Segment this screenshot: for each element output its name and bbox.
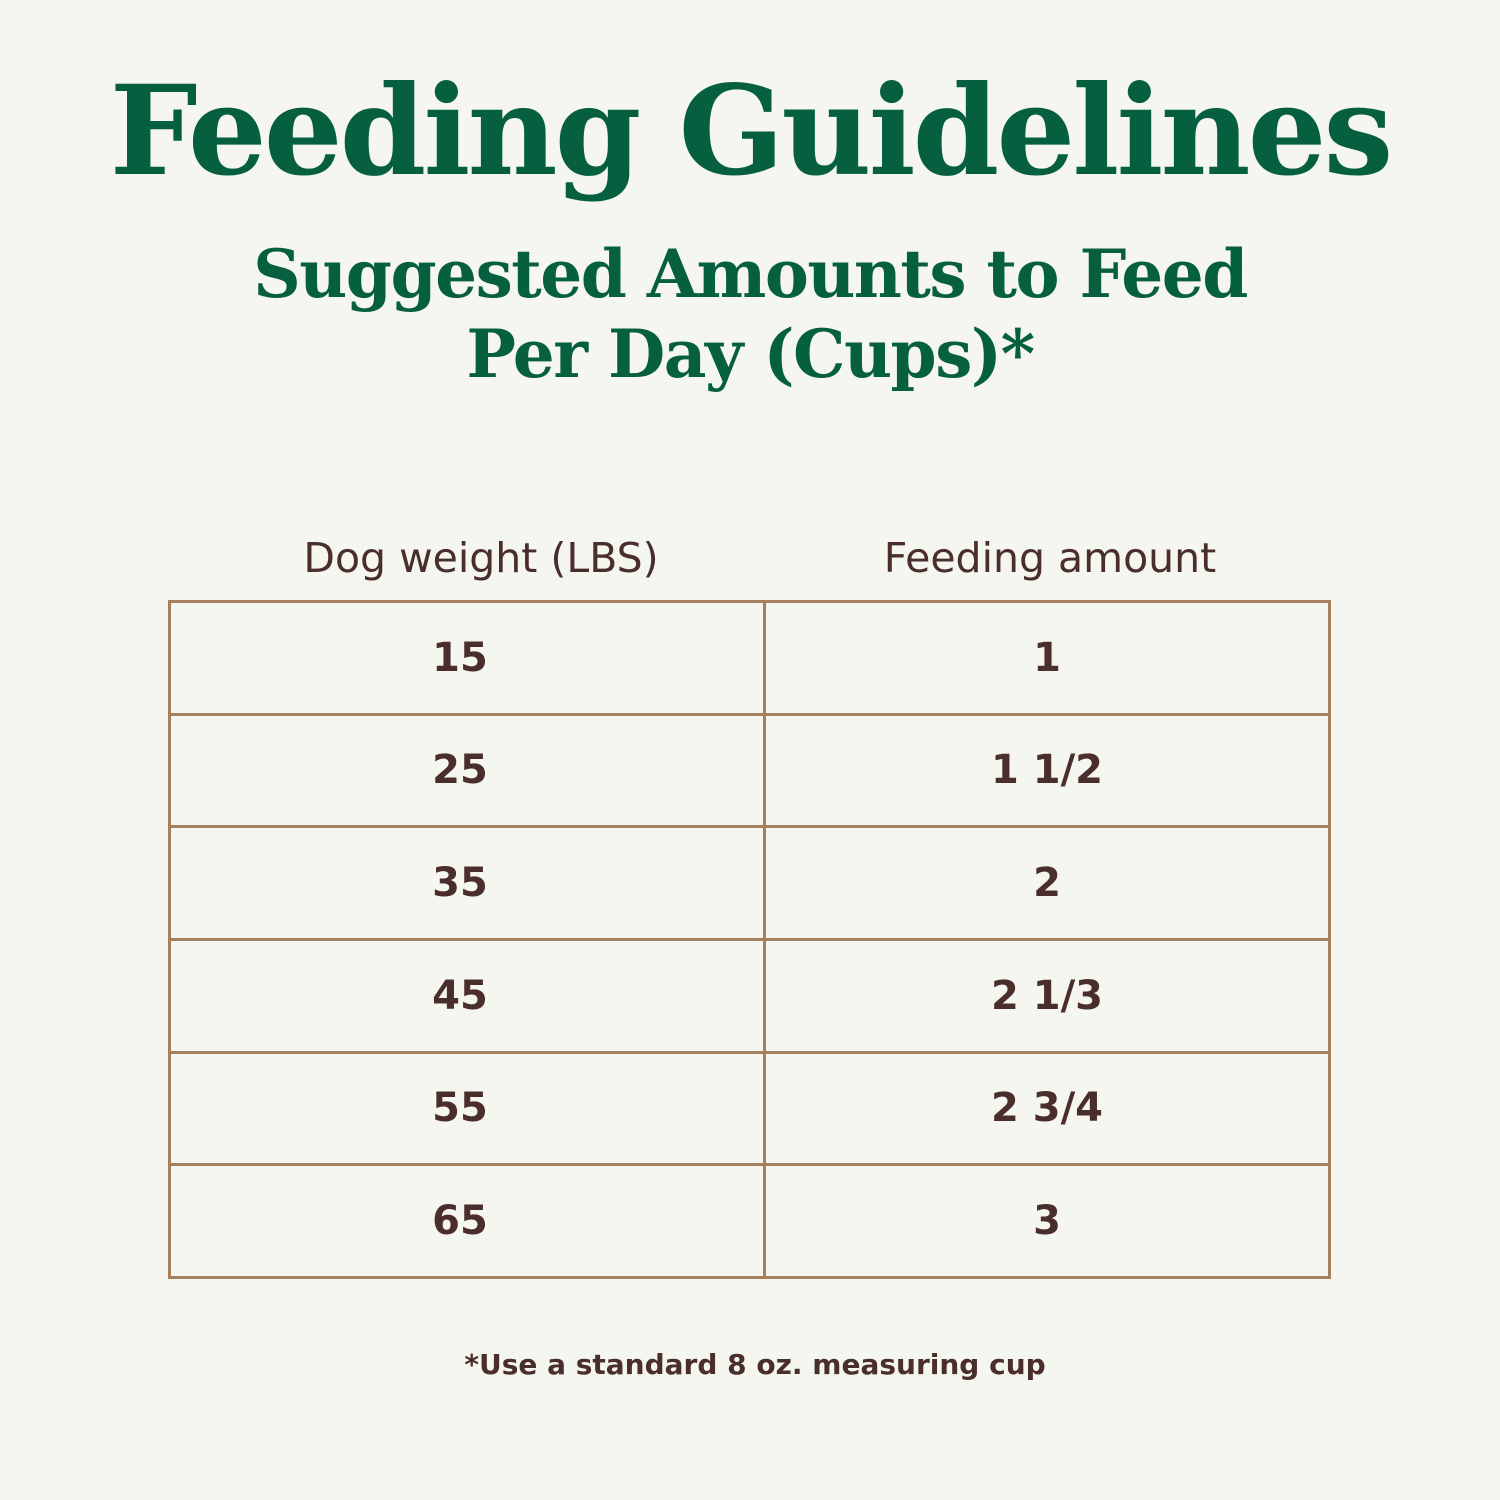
amount-cell: 2 1/3: [763, 937, 1331, 1054]
column-header-weight: Dog weight (LBS): [303, 534, 659, 582]
weight-cell: 65: [168, 1163, 766, 1279]
weight-cell: 15: [168, 600, 766, 716]
page-title: Feeding Guidelines: [109, 59, 1394, 204]
table-row: 45 2 1/3: [168, 937, 1331, 1054]
weight-cell: 45: [168, 937, 766, 1054]
weight-cell: 55: [168, 1050, 766, 1167]
amount-cell: 2 3/4: [763, 1050, 1331, 1167]
table-row: 55 2 3/4: [168, 1050, 1331, 1167]
subtitle: Suggested Amounts to Feed Per Day (Cups)…: [0, 234, 1500, 394]
weight-cell: 25: [168, 712, 766, 829]
subtitle-line-1: Suggested Amounts to Feed: [253, 235, 1248, 313]
table-row: 25 1 1/2: [168, 712, 1331, 829]
feeding-table: 15 1 25 1 1/2 35 2 45 2 1/3 55 2 3/4 65 3: [168, 600, 1331, 1279]
weight-cell: 35: [168, 825, 766, 941]
footnote: *Use a standard 8 oz. measuring cup: [464, 1348, 1046, 1381]
table-row: 15 1: [168, 600, 1331, 716]
subtitle-line-2: Per Day (Cups)*: [466, 315, 1035, 393]
amount-cell: 3: [763, 1163, 1331, 1279]
amount-cell: 1: [763, 600, 1331, 716]
table-row: 65 3: [168, 1163, 1331, 1279]
table-row: 35 2: [168, 825, 1331, 941]
column-header-amount: Feeding amount: [883, 534, 1217, 582]
amount-cell: 2: [763, 825, 1331, 941]
amount-cell: 1 1/2: [763, 712, 1331, 829]
